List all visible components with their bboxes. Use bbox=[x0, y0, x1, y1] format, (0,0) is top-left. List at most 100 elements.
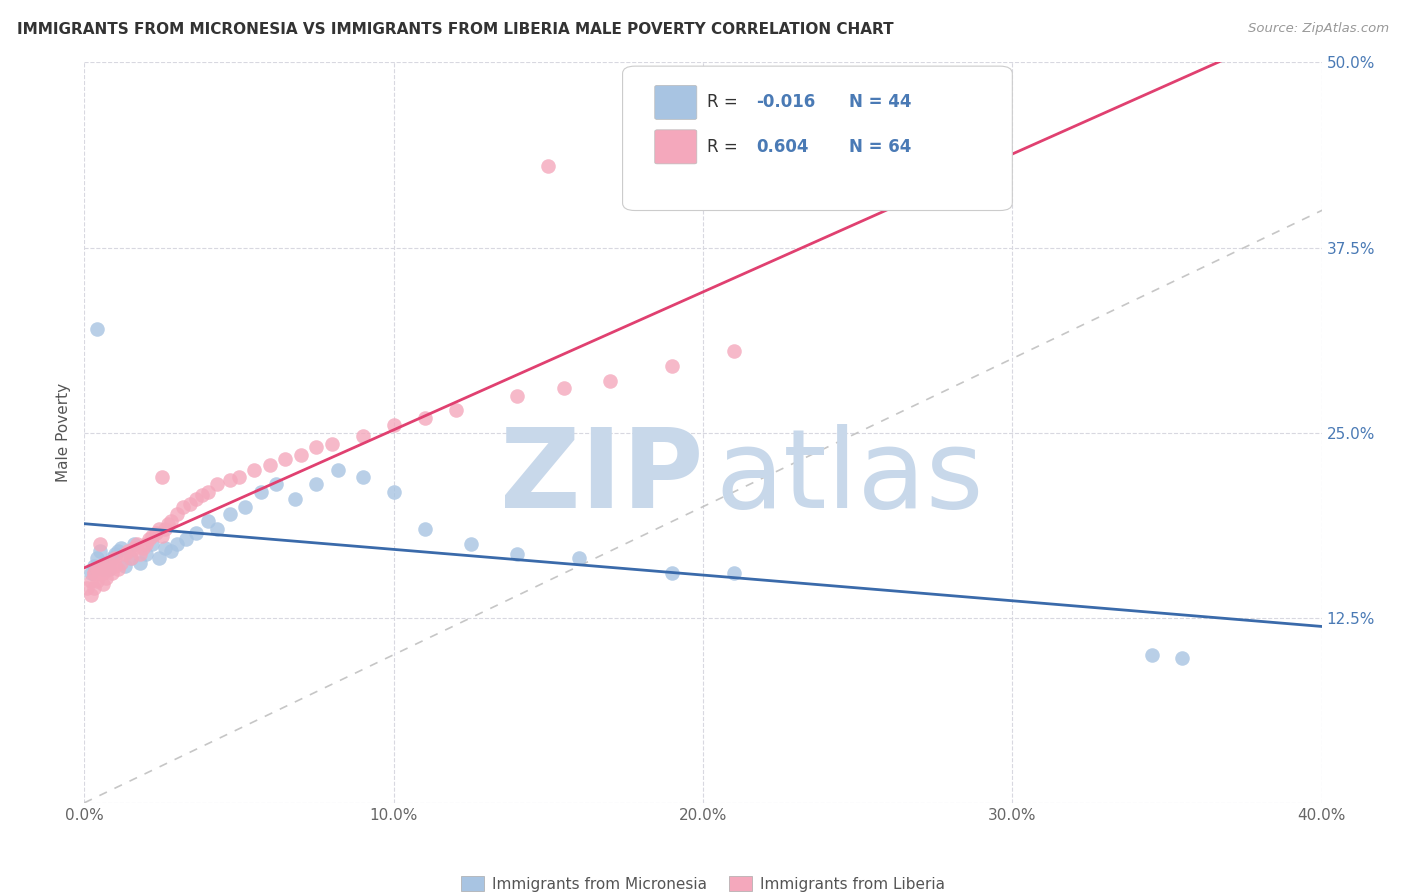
Point bbox=[243, 462, 266, 476]
Text: Source: ZipAtlas.com: Source: ZipAtlas.com bbox=[1249, 22, 1389, 36]
Point bbox=[94, 571, 117, 585]
Legend: Immigrants from Micronesia, Immigrants from Liberia: Immigrants from Micronesia, Immigrants f… bbox=[456, 870, 950, 892]
Point bbox=[86, 322, 108, 336]
Point bbox=[107, 562, 129, 576]
Point bbox=[135, 536, 157, 550]
Point bbox=[153, 522, 176, 536]
Point bbox=[661, 359, 683, 373]
Point bbox=[153, 541, 176, 555]
Point bbox=[98, 562, 121, 576]
Point bbox=[110, 556, 132, 570]
Point bbox=[89, 566, 111, 581]
Point bbox=[129, 547, 152, 561]
Text: 0.604: 0.604 bbox=[756, 138, 808, 156]
Point bbox=[129, 556, 152, 570]
Point bbox=[506, 547, 529, 561]
Point bbox=[83, 566, 105, 581]
Point bbox=[91, 562, 114, 576]
Point bbox=[218, 473, 240, 487]
Point bbox=[160, 515, 183, 529]
Point bbox=[141, 536, 163, 550]
Point bbox=[148, 522, 170, 536]
FancyBboxPatch shape bbox=[655, 130, 697, 164]
Point bbox=[114, 547, 136, 561]
Point bbox=[228, 470, 250, 484]
Point bbox=[150, 529, 173, 543]
Point bbox=[83, 566, 105, 581]
Point bbox=[305, 441, 328, 455]
Point bbox=[233, 500, 256, 514]
Point bbox=[135, 547, 157, 561]
Point bbox=[249, 484, 271, 499]
Point bbox=[122, 536, 145, 550]
Point bbox=[94, 558, 117, 573]
Point bbox=[172, 500, 194, 514]
Text: -0.016: -0.016 bbox=[756, 94, 815, 112]
Point bbox=[156, 517, 179, 532]
Point bbox=[120, 551, 142, 566]
Point bbox=[284, 492, 307, 507]
Point bbox=[184, 526, 207, 541]
Point bbox=[352, 470, 374, 484]
Point bbox=[89, 536, 111, 550]
Point bbox=[264, 477, 287, 491]
Point bbox=[83, 558, 105, 573]
Point bbox=[94, 556, 117, 570]
Text: N = 44: N = 44 bbox=[849, 94, 911, 112]
FancyBboxPatch shape bbox=[623, 66, 1012, 211]
Text: atlas: atlas bbox=[716, 424, 984, 531]
Text: N = 64: N = 64 bbox=[849, 138, 911, 156]
Point bbox=[191, 488, 214, 502]
Point bbox=[79, 589, 101, 603]
Point bbox=[460, 536, 482, 550]
Point bbox=[506, 388, 529, 402]
Point bbox=[179, 497, 201, 511]
Point bbox=[79, 566, 101, 581]
Point bbox=[98, 562, 121, 576]
Point bbox=[444, 403, 467, 417]
Point bbox=[125, 536, 148, 550]
Point bbox=[166, 536, 188, 550]
Point bbox=[259, 458, 281, 473]
Text: R =: R = bbox=[707, 94, 742, 112]
Point bbox=[101, 566, 124, 581]
Point bbox=[145, 526, 167, 541]
Point bbox=[413, 522, 436, 536]
Point bbox=[83, 581, 105, 595]
Point bbox=[305, 477, 328, 491]
Point bbox=[723, 344, 745, 359]
Point bbox=[661, 566, 683, 581]
Point bbox=[1140, 648, 1163, 662]
Point bbox=[150, 470, 173, 484]
Y-axis label: Male Poverty: Male Poverty bbox=[56, 383, 72, 483]
Point bbox=[274, 452, 297, 467]
Point bbox=[553, 381, 575, 395]
Point bbox=[86, 562, 108, 576]
Point bbox=[138, 533, 160, 547]
Text: R =: R = bbox=[707, 138, 742, 156]
Point bbox=[86, 551, 108, 566]
Point bbox=[132, 541, 155, 555]
Point bbox=[160, 544, 183, 558]
Point bbox=[86, 574, 108, 588]
Point bbox=[568, 551, 591, 566]
Point bbox=[117, 544, 139, 558]
Point bbox=[148, 551, 170, 566]
Point bbox=[599, 374, 621, 388]
Point bbox=[197, 484, 219, 499]
Point bbox=[413, 410, 436, 425]
Point bbox=[104, 551, 127, 566]
Point bbox=[184, 492, 207, 507]
Text: IMMIGRANTS FROM MICRONESIA VS IMMIGRANTS FROM LIBERIA MALE POVERTY CORRELATION C: IMMIGRANTS FROM MICRONESIA VS IMMIGRANTS… bbox=[17, 22, 893, 37]
Point bbox=[218, 507, 240, 521]
Point bbox=[114, 558, 136, 573]
Point bbox=[89, 544, 111, 558]
Point bbox=[166, 507, 188, 521]
Point bbox=[91, 576, 114, 591]
Point bbox=[89, 558, 111, 573]
Point bbox=[122, 541, 145, 555]
Point bbox=[382, 484, 405, 499]
Point bbox=[382, 418, 405, 433]
Point bbox=[352, 428, 374, 442]
Point bbox=[207, 477, 229, 491]
